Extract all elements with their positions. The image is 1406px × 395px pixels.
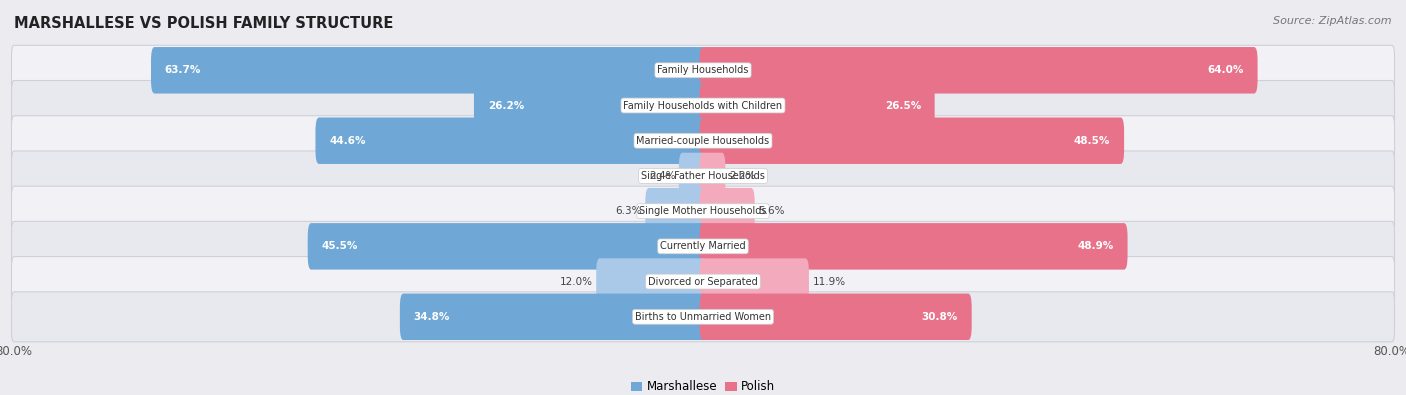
FancyBboxPatch shape bbox=[700, 82, 935, 129]
FancyBboxPatch shape bbox=[700, 188, 755, 234]
FancyBboxPatch shape bbox=[11, 116, 1395, 166]
FancyBboxPatch shape bbox=[679, 153, 706, 199]
Text: Currently Married: Currently Married bbox=[661, 241, 745, 251]
FancyBboxPatch shape bbox=[474, 82, 706, 129]
Text: Married-couple Households: Married-couple Households bbox=[637, 136, 769, 146]
Text: 26.2%: 26.2% bbox=[488, 100, 524, 111]
Text: 44.6%: 44.6% bbox=[329, 136, 366, 146]
Text: 26.5%: 26.5% bbox=[884, 100, 921, 111]
FancyBboxPatch shape bbox=[700, 117, 1125, 164]
Text: 2.2%: 2.2% bbox=[728, 171, 755, 181]
FancyBboxPatch shape bbox=[700, 293, 972, 340]
Text: 11.9%: 11.9% bbox=[813, 276, 845, 287]
Text: 48.5%: 48.5% bbox=[1074, 136, 1111, 146]
Text: Single Father Households: Single Father Households bbox=[641, 171, 765, 181]
FancyBboxPatch shape bbox=[596, 258, 706, 305]
Text: 34.8%: 34.8% bbox=[413, 312, 450, 322]
FancyBboxPatch shape bbox=[11, 186, 1395, 236]
Text: Source: ZipAtlas.com: Source: ZipAtlas.com bbox=[1274, 16, 1392, 26]
Text: 2.4%: 2.4% bbox=[650, 171, 675, 181]
Text: MARSHALLESE VS POLISH FAMILY STRUCTURE: MARSHALLESE VS POLISH FAMILY STRUCTURE bbox=[14, 16, 394, 31]
Text: 48.9%: 48.9% bbox=[1077, 241, 1114, 251]
FancyBboxPatch shape bbox=[700, 223, 1128, 270]
Text: 63.7%: 63.7% bbox=[165, 65, 201, 75]
Legend: Marshallese, Polish: Marshallese, Polish bbox=[626, 376, 780, 395]
FancyBboxPatch shape bbox=[11, 257, 1395, 307]
Text: 5.6%: 5.6% bbox=[758, 206, 785, 216]
FancyBboxPatch shape bbox=[150, 47, 706, 94]
FancyBboxPatch shape bbox=[315, 117, 706, 164]
Text: 12.0%: 12.0% bbox=[560, 276, 593, 287]
Text: 45.5%: 45.5% bbox=[322, 241, 359, 251]
FancyBboxPatch shape bbox=[11, 292, 1395, 342]
FancyBboxPatch shape bbox=[645, 188, 706, 234]
Text: Family Households with Children: Family Households with Children bbox=[623, 100, 783, 111]
FancyBboxPatch shape bbox=[308, 223, 706, 270]
Text: 6.3%: 6.3% bbox=[616, 206, 643, 216]
FancyBboxPatch shape bbox=[11, 45, 1395, 95]
Text: Family Households: Family Households bbox=[658, 65, 748, 75]
FancyBboxPatch shape bbox=[700, 47, 1257, 94]
FancyBboxPatch shape bbox=[11, 151, 1395, 201]
FancyBboxPatch shape bbox=[399, 293, 706, 340]
FancyBboxPatch shape bbox=[700, 153, 725, 199]
Text: Single Mother Households: Single Mother Households bbox=[640, 206, 766, 216]
Text: 30.8%: 30.8% bbox=[922, 312, 957, 322]
Text: Divorced or Separated: Divorced or Separated bbox=[648, 276, 758, 287]
FancyBboxPatch shape bbox=[11, 81, 1395, 130]
FancyBboxPatch shape bbox=[700, 258, 808, 305]
Text: Births to Unmarried Women: Births to Unmarried Women bbox=[636, 312, 770, 322]
FancyBboxPatch shape bbox=[11, 221, 1395, 271]
Text: 64.0%: 64.0% bbox=[1208, 65, 1244, 75]
